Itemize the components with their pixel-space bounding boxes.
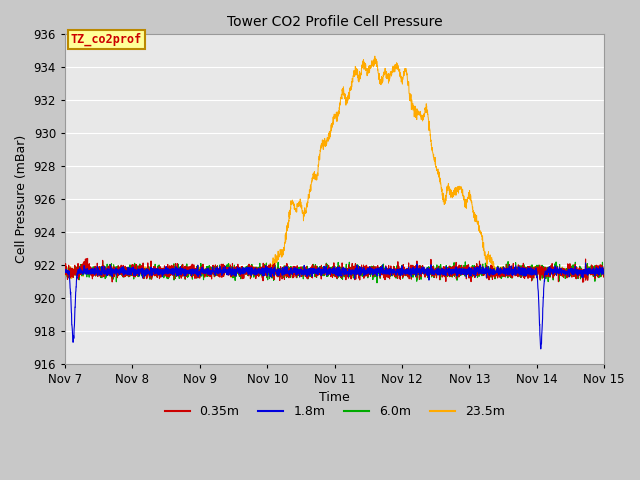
X-axis label: Time: Time <box>319 391 350 404</box>
Y-axis label: Cell Pressure (mBar): Cell Pressure (mBar) <box>15 135 28 263</box>
Text: TZ_co2prof: TZ_co2prof <box>70 33 141 46</box>
Legend: 0.35m, 1.8m, 6.0m, 23.5m: 0.35m, 1.8m, 6.0m, 23.5m <box>159 400 509 423</box>
Title: Tower CO2 Profile Cell Pressure: Tower CO2 Profile Cell Pressure <box>227 15 442 29</box>
